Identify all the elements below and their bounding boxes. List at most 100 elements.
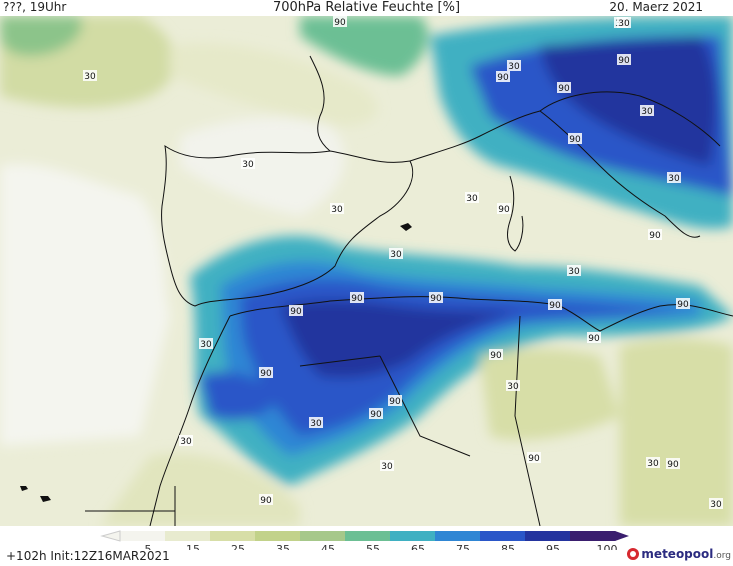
contour-label: 30	[390, 250, 402, 260]
logo-text: meteopool	[641, 547, 714, 561]
contour-label-bg	[667, 172, 681, 183]
contour-label-bg	[350, 292, 364, 303]
contour-label: 90	[334, 18, 346, 28]
legend-tick-label: 75	[456, 543, 470, 550]
legend-swatch	[165, 531, 211, 541]
contour-label-bg	[709, 498, 723, 509]
contour-label-bg	[199, 338, 213, 349]
contour-label-bg	[567, 265, 581, 276]
contour-label: 90	[389, 397, 401, 407]
contour-label: 30	[507, 382, 519, 392]
contour-label-bg	[330, 203, 344, 214]
contour-label: 90	[588, 334, 600, 344]
legend-swatch	[255, 531, 301, 541]
contour-label: 90	[649, 231, 661, 241]
contour-label: 30	[381, 462, 393, 472]
contour-label-bg	[617, 54, 631, 65]
contour-label-bg	[666, 458, 680, 469]
forecast-time: ???, 19Uhr	[3, 0, 67, 14]
contour-label: 30	[466, 194, 478, 204]
color-scale-legend: 5 15 25 35 45 55 65 75 85 95 100	[0, 526, 733, 566]
legend-tick-label: 25	[231, 543, 245, 550]
legend-tick-label: 45	[321, 543, 335, 550]
contour-label-bg	[617, 17, 631, 28]
legend-swatch	[345, 531, 391, 541]
contour-label: 90	[677, 300, 689, 310]
contour-label-bg	[389, 248, 403, 259]
contour-label-bg	[429, 292, 443, 303]
contour-label: 30	[668, 174, 680, 184]
forecast-date: 20. Maerz 2021	[609, 0, 703, 14]
contour-label: 90	[351, 294, 363, 304]
contour-label-bg	[83, 70, 97, 81]
contour-label: 90	[528, 454, 540, 464]
contour-label: 30	[200, 340, 212, 350]
contour-label: 90	[260, 496, 272, 506]
legend-tick-label: 5	[145, 543, 152, 550]
contour-label-bg	[309, 417, 323, 428]
contour-label-bg	[380, 460, 394, 471]
map-title: 700hPa Relative Feuchte [%]	[272, 0, 461, 15]
legend-swatch	[435, 531, 481, 541]
coastlines	[85, 55, 733, 526]
contour-label: 90	[618, 56, 630, 66]
legend-swatch	[210, 531, 256, 541]
legend-swatch	[300, 531, 346, 541]
contour-label: 30	[618, 19, 630, 29]
legend-swatch	[390, 531, 436, 541]
meteopool-logo: meteopool.org	[627, 547, 731, 561]
legend-tick-label: 15	[186, 543, 200, 550]
legend-swatch	[525, 531, 571, 541]
contour-label-bg	[465, 192, 479, 203]
contour-label-bg	[179, 435, 193, 446]
legend-tick-label: 100	[597, 543, 618, 550]
contour-label-bg	[333, 16, 347, 27]
legend-tick-label: 55	[366, 543, 380, 550]
contour-label-bg	[507, 60, 521, 71]
contour-label: 90	[260, 369, 272, 379]
logo-icon	[627, 548, 640, 560]
contour-label: 90	[430, 294, 442, 304]
contour-label: 30	[242, 160, 254, 170]
legend-tick-label: 85	[501, 543, 515, 550]
contour-label: 30	[180, 437, 192, 447]
contour-label-bg	[646, 457, 660, 468]
contour-label-bg	[676, 298, 690, 309]
contour-label-bg	[548, 299, 562, 310]
contour-label: 90	[549, 301, 561, 311]
contour-label: 30	[331, 205, 343, 215]
islands	[20, 223, 412, 502]
contour-label: 90	[290, 307, 302, 317]
contour-label-bg	[557, 82, 571, 93]
contour-label-bg	[640, 105, 654, 116]
contour-label: 30	[84, 72, 96, 82]
contour-label: 30	[568, 267, 580, 277]
legend-swatch	[120, 531, 166, 541]
contour-label: 90	[569, 135, 581, 145]
contour-label: 90	[497, 73, 509, 83]
contour-label-bg	[489, 349, 503, 360]
legend-low-arrow	[100, 530, 121, 542]
color-bar: 5 15 25 35 45 55 65 75 85 95 100	[100, 530, 629, 550]
contour-label-bg	[648, 229, 662, 240]
contour-label: 30	[508, 62, 520, 72]
contour-label-bg	[388, 395, 402, 406]
contour-label: 30	[641, 107, 653, 117]
contour-label: 90	[490, 351, 502, 361]
contour-label: 90	[498, 205, 510, 215]
contour-label-bg	[506, 380, 520, 391]
contour-label: 30	[710, 500, 722, 510]
legend-tick-label: 95	[546, 543, 560, 550]
legend-swatch	[480, 531, 526, 541]
logo-ext: .org	[713, 551, 731, 561]
contour-label: 90	[558, 84, 570, 94]
legend-swatch	[570, 531, 616, 541]
contour-label: 90	[667, 460, 679, 470]
contour-label-bg	[241, 158, 255, 169]
legend-tick-label: 35	[276, 543, 290, 550]
contour-label-bg	[587, 332, 601, 343]
contour-label: 90	[370, 410, 382, 420]
contour-label-bg	[497, 203, 511, 214]
contour-label-bg	[568, 133, 582, 144]
